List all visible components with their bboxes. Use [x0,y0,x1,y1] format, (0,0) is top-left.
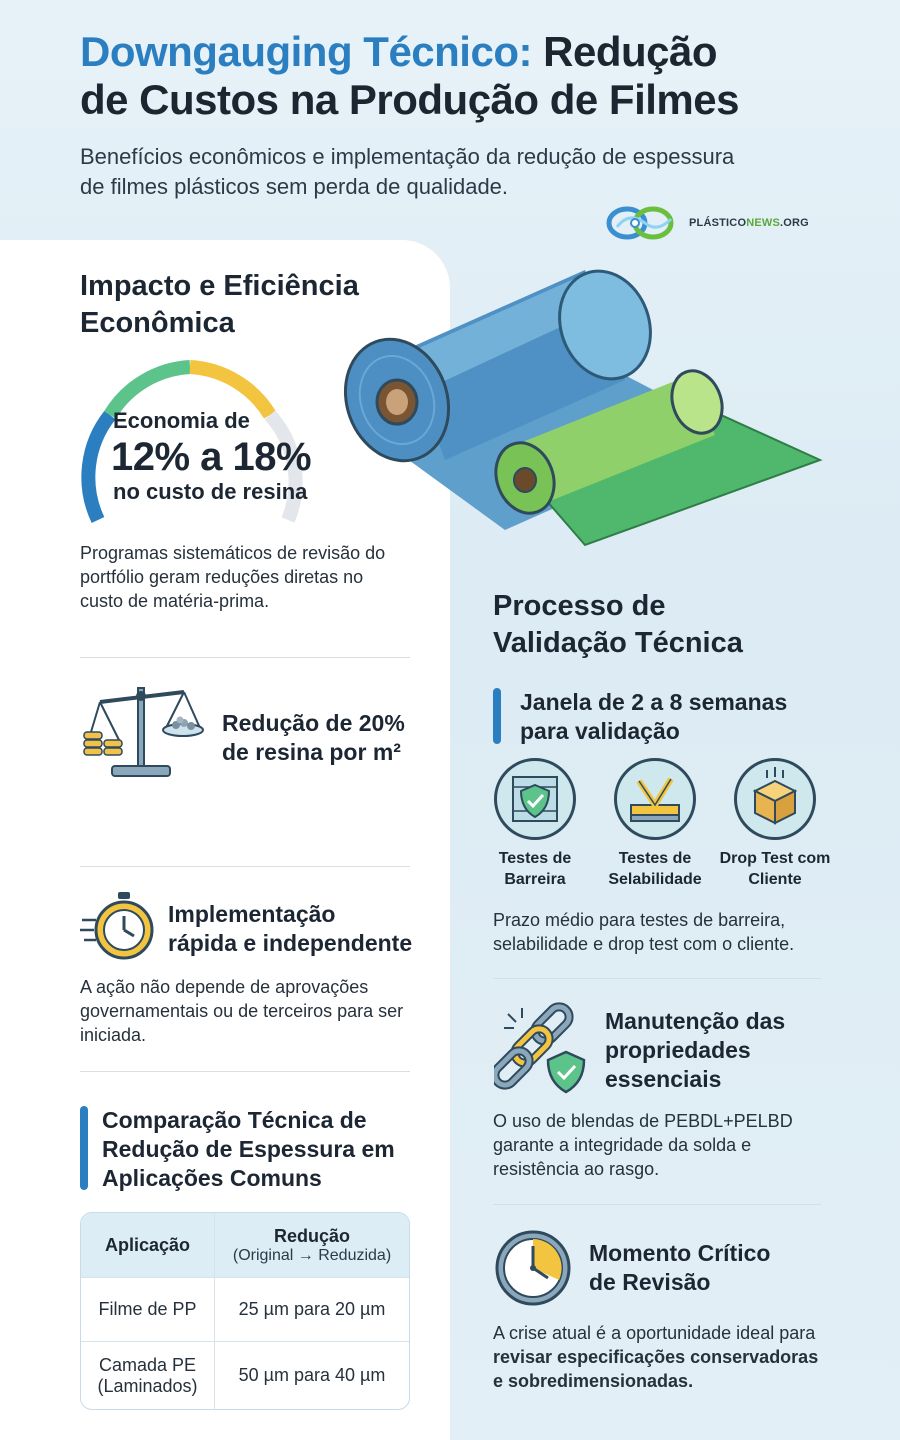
accent-bar [80,1106,88,1190]
accent-bar [493,688,501,744]
reduction-header-main: Redução [273,1225,351,1246]
barrier-shield-icon [494,758,576,840]
seal-jaw-icon [614,758,696,840]
properties-heading-line3: essenciais [605,1066,722,1092]
properties-heading-line1: Manutenção das [605,1008,786,1034]
column-header-application: Aplicação [81,1213,215,1277]
header: Downgauging Técnico: Redução de Custos n… [80,28,860,202]
impact-heading-line1: Impacto e Eficiência [80,270,359,302]
brand-name: PLÁSTICONEWS.ORG [689,217,809,229]
table-row: Camada PE (Laminados) 50 µm para 40 µm [81,1341,409,1409]
properties-heading: Manutenção das propriedades essenciais [605,1007,845,1094]
title-line2: de Custos na Produção de Filmes [80,76,739,123]
gauge-value: 12% a 18% [111,435,312,479]
table-cell-application: Camada PE (Laminados) [81,1341,215,1409]
chain-shield-icon [494,1002,586,1094]
validation-window-line2: para validação [520,718,680,744]
implementation-heading-line2: rápida e independente [168,930,413,956]
table-cell-application: Filme de PP [81,1277,215,1341]
table-row: Filme de PP 25 µm para 20 µm [81,1277,409,1341]
critical-heading-line1: Momento Crítico [589,1240,771,1266]
resin-line1: Redução de 20% [222,710,405,736]
validation-window-line1: Janela de 2 a 8 semanas [520,689,788,715]
gauge-arc-green [104,360,191,419]
gauge-arc-blue [81,410,116,523]
test-label-barrier: Testes de Barreira [498,850,572,888]
gauge-arc-yellow [189,360,276,419]
divider [493,978,821,979]
validation-description: Prazo médio para testes de barreira, sel… [493,910,795,954]
comparison-table: Aplicação Redução (Original → Reduzida) … [80,1212,410,1410]
critical-heading: Momento Crítico de Revisão [589,1239,829,1297]
brand-name-part3: .ORG [780,217,809,229]
logo-swirl-icon [606,206,674,240]
table-cell-reduction: 50 µm para 40 µm [215,1341,409,1409]
properties-description: O uso de blendas de PEBDL+PELBD garante … [493,1111,793,1179]
page-title: Downgauging Técnico: Redução de Custos n… [80,28,860,124]
critical-description: A crise atual é a oportunidade ideal par… [493,1321,823,1393]
impact-heading-line2: Econômica [80,307,235,339]
title-part: Redução [543,28,718,75]
film-rolls-illustration [343,269,823,547]
page-subtitle: Benefícios econômicos e implementação da… [80,142,860,202]
implementation-heading: Implementação rápida e independente [168,900,438,958]
divider [80,866,410,867]
validation-heading-line2: Validação Técnica [493,627,743,659]
validation-heading: Processo de Validação Técnica [493,588,853,662]
table-cell-reduction: 25 µm para 20 µm [215,1277,409,1341]
critical-description-plain: A crise atual é a oportunidade ideal par… [493,1323,816,1343]
gauge-top-label: Economia de [113,408,250,433]
savings-gauge [81,360,303,523]
gauge-arc-grey [264,410,303,523]
brand-logo: PLÁSTICONEWS.ORG [605,203,809,243]
implementation-heading-line1: Implementação [168,901,336,927]
balance-scale-icon [83,687,204,777]
reduction-header-sub: (Original → Reduzida) [232,1246,392,1264]
critical-heading-line2: de Revisão [589,1269,711,1295]
drop-box-icon [734,758,816,840]
validation-window: Janela de 2 a 8 semanas para validação [520,688,840,746]
subtitle-line1: Benefícios econômicos e implementação da… [80,144,735,169]
resin-line2: de resina por m² [222,739,401,765]
implementation-description: A ação não depende de aprovações governa… [80,977,404,1045]
title-accent: Downgauging Técnico: [80,28,532,75]
divider [493,1204,821,1205]
divider [80,657,410,658]
resin-reduction-text: Redução de 20% de resina por m² [222,709,432,767]
column-header-reduction: Redução (Original → Reduzida) [215,1213,409,1277]
brand-name-part2: NEWS [746,217,781,229]
properties-heading-line2: propriedades [605,1037,751,1063]
impact-description: Programas sistemáticos de revisão do por… [80,543,386,611]
test-label-drop: Drop Test com Cliente [719,850,831,888]
validation-heading-line1: Processo de [493,590,666,622]
impact-heading: Impacto e Eficiência Econômica [80,268,420,342]
divider [80,1071,410,1072]
clock-icon [495,1230,571,1306]
subtitle-line2: de filmes plásticos sem perda de qualida… [80,174,509,199]
gauge-bottom-label: no custo de resina [113,479,308,504]
test-label-sealability: Testes de Selabilidade [608,850,702,888]
brand-name-part1: PLÁSTICO [689,217,747,229]
comparison-heading: Comparação Técnica de Redução de Espessu… [102,1107,395,1191]
stopwatch-icon [80,892,154,960]
critical-description-bold: revisar especificações conservadoras e s… [493,1347,819,1391]
